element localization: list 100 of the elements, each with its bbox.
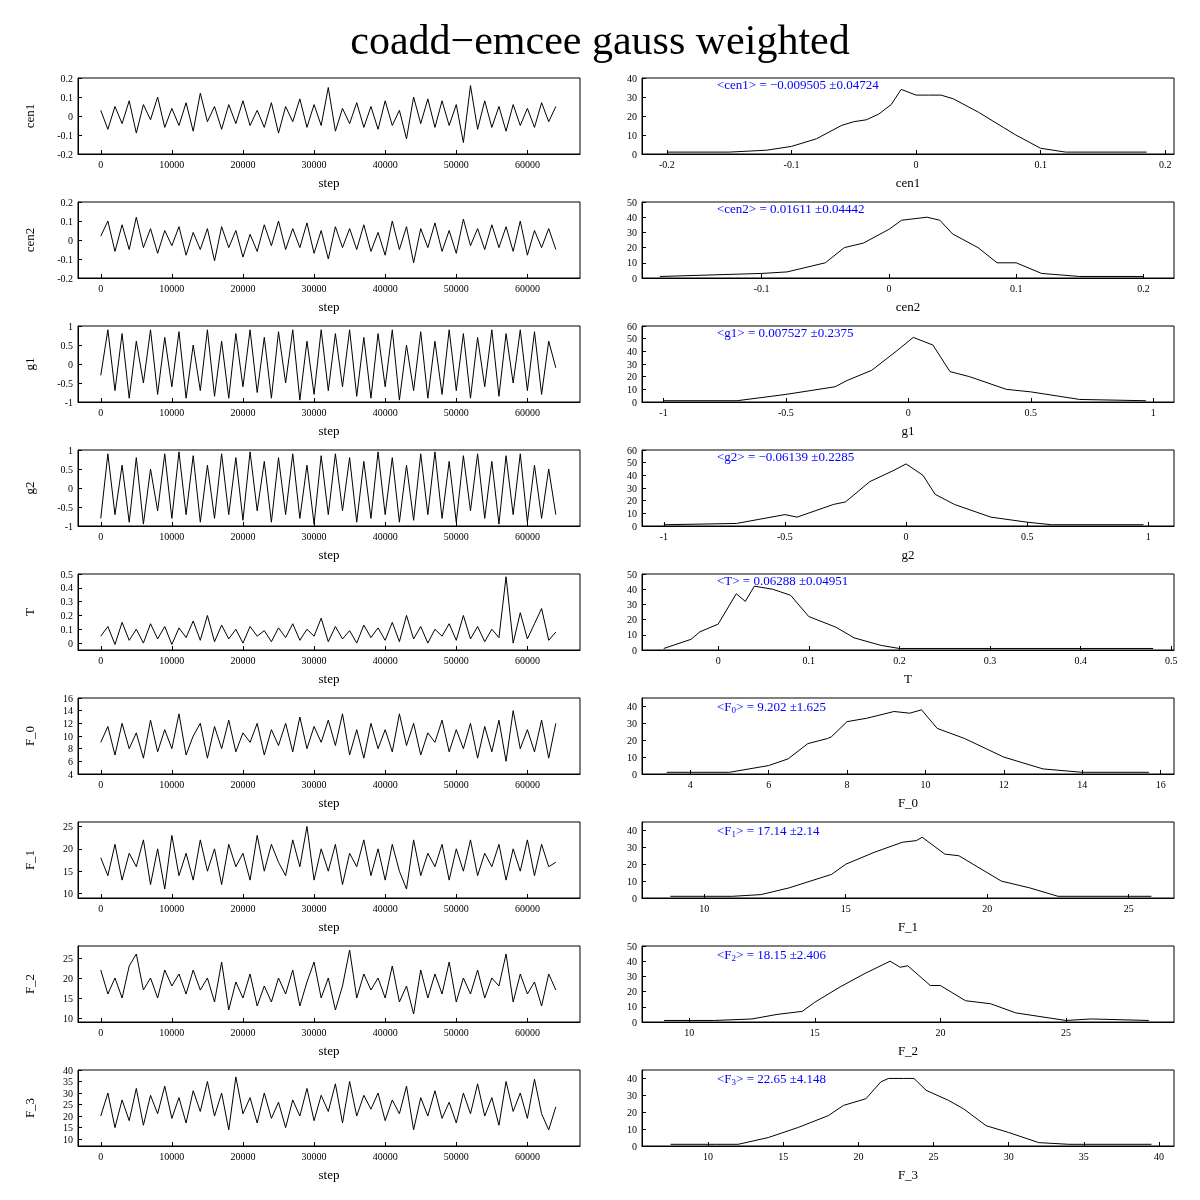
x-tick-label: 40000 xyxy=(372,654,398,666)
x-tick-label: 8 xyxy=(844,778,850,790)
y-tick-label: 20 xyxy=(627,110,637,122)
x-tick-label: 10000 xyxy=(159,1026,185,1038)
x-tick-label: 50000 xyxy=(443,902,469,914)
y-tick-label: 10 xyxy=(627,257,637,269)
annotation: <T> = 0.06288 ±0.04951 xyxy=(717,573,849,588)
y-tick-label: 50 xyxy=(627,196,637,208)
x-tick-label: 10000 xyxy=(159,902,185,914)
y-tick-label: 25 xyxy=(63,952,73,964)
y-tick-label: 20 xyxy=(627,495,637,507)
y-tick-label: 50 xyxy=(627,940,637,952)
y-tick-label: 0.3 xyxy=(60,596,73,608)
x-axis-title: step xyxy=(318,795,340,810)
x-tick-label: 0.5 xyxy=(1020,530,1034,542)
x-axis-title: cen2 xyxy=(895,299,921,314)
y-tick-label: 20 xyxy=(627,1106,637,1118)
y-tick-label: 40 xyxy=(63,1064,73,1076)
x-tick-label: 25 xyxy=(1123,902,1134,914)
x-tick-label: 0 xyxy=(913,158,919,170)
x-tick-label: 50000 xyxy=(443,778,469,790)
x-tick-label: 20000 xyxy=(230,530,256,542)
x-tick-label: 50000 xyxy=(443,1026,469,1038)
x-tick-label: 0 xyxy=(715,654,721,666)
x-tick-label: 60000 xyxy=(514,1026,540,1038)
x-tick-label: 0.1 xyxy=(1009,282,1023,294)
y-tick-label: 60 xyxy=(627,320,637,332)
y-axis-title: F_3 xyxy=(22,1097,37,1119)
y-tick-label: 40 xyxy=(627,1072,637,1084)
x-tick-label: 60000 xyxy=(514,1150,540,1162)
x-tick-label: 30000 xyxy=(301,158,327,170)
x-axis-title: F_0 xyxy=(897,795,919,810)
x-tick-label: 30000 xyxy=(301,1026,327,1038)
x-axis-title: F_1 xyxy=(897,919,919,934)
y-axis-title: g2 xyxy=(22,481,37,495)
y-tick-label: 12 xyxy=(63,717,73,729)
x-tick-label: 60000 xyxy=(514,406,540,418)
y-tick-label: -1 xyxy=(64,396,73,408)
x-tick-label: 0 xyxy=(98,282,104,294)
y-tick-label: 0.5 xyxy=(60,463,73,475)
y-tick-label: 30 xyxy=(627,91,637,103)
x-axis-title: step xyxy=(318,547,340,562)
y-tick-label: 0 xyxy=(632,148,637,160)
x-tick-label: 10000 xyxy=(159,778,185,790)
y-tick-label: 30 xyxy=(627,598,637,610)
x-tick-label: 0 xyxy=(886,282,892,294)
x-tick-label: 0.2 xyxy=(1137,282,1150,294)
x-tick-label: 30000 xyxy=(301,902,327,914)
y-tick-label: -0.2 xyxy=(57,272,73,284)
x-tick-label: 50000 xyxy=(443,406,469,418)
x-tick-label: 10000 xyxy=(159,654,185,666)
y-tick-label: 0.1 xyxy=(60,91,73,103)
x-tick-label: 15 xyxy=(778,1150,789,1162)
y-tick-label: 30 xyxy=(627,1089,637,1101)
y-axis-title: F_2 xyxy=(22,973,37,995)
y-tick-label: 0 xyxy=(632,272,637,284)
x-tick-label: 0 xyxy=(98,1026,104,1038)
x-tick-label: 16 xyxy=(1155,778,1166,790)
y-tick-label: 10 xyxy=(627,1001,637,1013)
x-tick-label: 35 xyxy=(1078,1150,1089,1162)
y-tick-label: 0 xyxy=(632,644,637,656)
y-tick-label: 10 xyxy=(63,1133,73,1145)
y-tick-label: 10 xyxy=(627,507,637,519)
y-tick-label: 0 xyxy=(632,892,637,904)
x-tick-label: 0.1 xyxy=(1034,158,1047,170)
x-tick-label: 25 xyxy=(928,1150,939,1162)
x-tick-label: 20000 xyxy=(230,1026,256,1038)
chart-title: coadd−emcee gauss weighted xyxy=(349,16,851,65)
x-tick-label: 6 xyxy=(766,778,772,790)
x-tick-label: 20000 xyxy=(230,282,256,294)
x-axis-title: g1 xyxy=(901,423,915,438)
x-tick-label: -1 xyxy=(659,530,668,542)
y-tick-label: 30 xyxy=(627,226,637,238)
x-tick-label: 60000 xyxy=(514,530,540,542)
x-tick-label: 60000 xyxy=(514,654,540,666)
y-tick-label: 40 xyxy=(627,469,637,481)
y-tick-label: 30 xyxy=(63,1087,73,1099)
y-tick-label: 60 xyxy=(627,444,637,456)
y-tick-label: 40 xyxy=(627,700,637,712)
y-tick-label: 10 xyxy=(627,129,637,141)
annotation: <cen2> = 0.01611 ±0.04442 xyxy=(717,201,865,216)
y-tick-label: 30 xyxy=(627,358,637,370)
x-tick-label: 20000 xyxy=(230,406,256,418)
x-tick-label: -0.5 xyxy=(777,530,793,542)
y-tick-label: 4 xyxy=(68,768,73,780)
y-tick-label: 10 xyxy=(627,875,637,887)
y-tick-label: 20 xyxy=(627,371,637,383)
x-tick-label: 30000 xyxy=(301,778,327,790)
x-tick-label: 20 xyxy=(853,1150,864,1162)
x-tick-label: 10000 xyxy=(159,158,185,170)
x-tick-label: 0.4 xyxy=(1074,654,1087,666)
x-tick-label: 20000 xyxy=(230,778,256,790)
y-tick-label: 30 xyxy=(627,970,637,982)
x-tick-label: -0.2 xyxy=(659,158,675,170)
y-tick-label: 0 xyxy=(632,396,637,408)
y-tick-label: 10 xyxy=(627,629,637,641)
x-tick-label: 40000 xyxy=(372,282,398,294)
y-tick-label: 0.2 xyxy=(60,196,73,208)
x-tick-label: 25 xyxy=(1060,1026,1071,1038)
y-tick-label: 40 xyxy=(627,583,637,595)
